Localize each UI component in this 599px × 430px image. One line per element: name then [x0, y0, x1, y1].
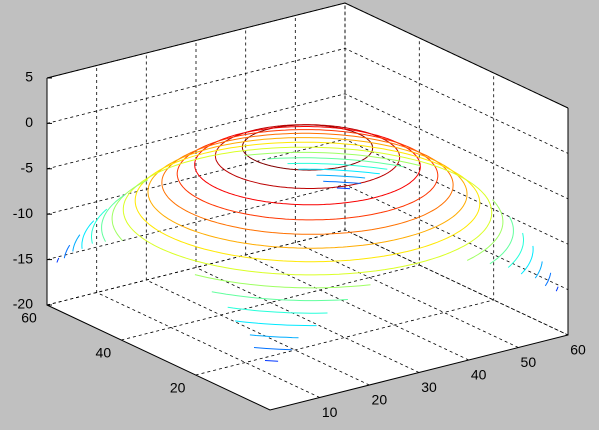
- y-tick-label: 20: [170, 380, 186, 396]
- z-tick-label: -5: [21, 160, 34, 176]
- z-tick-label: 5: [25, 69, 33, 85]
- contour-line: [122, 146, 493, 276]
- grid-line: [46, 229, 569, 336]
- grid-line: [294, 15, 519, 348]
- contour-line: [194, 126, 421, 206]
- contour-line: [91, 162, 524, 314]
- contour-line: [72, 174, 543, 339]
- contour-line: [81, 168, 534, 327]
- contour-line: [63, 180, 552, 351]
- grid-line: [195, 73, 495, 376]
- grid-line: [96, 65, 320, 398]
- contour-line: [161, 132, 454, 235]
- z-tick-label: -10: [13, 205, 33, 221]
- box-edge: [46, 2, 569, 109]
- z-tick-label: 0: [25, 114, 33, 130]
- axes-background: [47, 3, 568, 410]
- grid-line: [46, 47, 569, 154]
- x-tick-label: 20: [372, 392, 388, 408]
- y-tick-label: 40: [96, 345, 112, 361]
- x-tick-label: 10: [322, 404, 338, 420]
- axis-edge: [46, 78, 569, 411]
- z-tick-label: -15: [13, 250, 33, 266]
- grid-line: [195, 40, 420, 373]
- contour-line: [134, 141, 481, 263]
- grid-line: [121, 38, 420, 341]
- x-tick-label: 30: [421, 379, 437, 395]
- contour-line: [147, 137, 468, 249]
- x-tick-label: 50: [521, 354, 537, 370]
- grid-line: [46, 184, 569, 290]
- contour-line: [101, 157, 514, 302]
- grid-line: [46, 93, 569, 200]
- x-tick-label: 60: [570, 342, 586, 358]
- contour-line: [176, 129, 439, 221]
- contour-line: [56, 187, 559, 362]
- contour-line: [111, 151, 504, 289]
- z-tick-label: -20: [13, 296, 33, 312]
- y-tick-label: 60: [21, 310, 37, 326]
- x-tick-label: 40: [471, 367, 487, 383]
- contour-line: [214, 124, 401, 189]
